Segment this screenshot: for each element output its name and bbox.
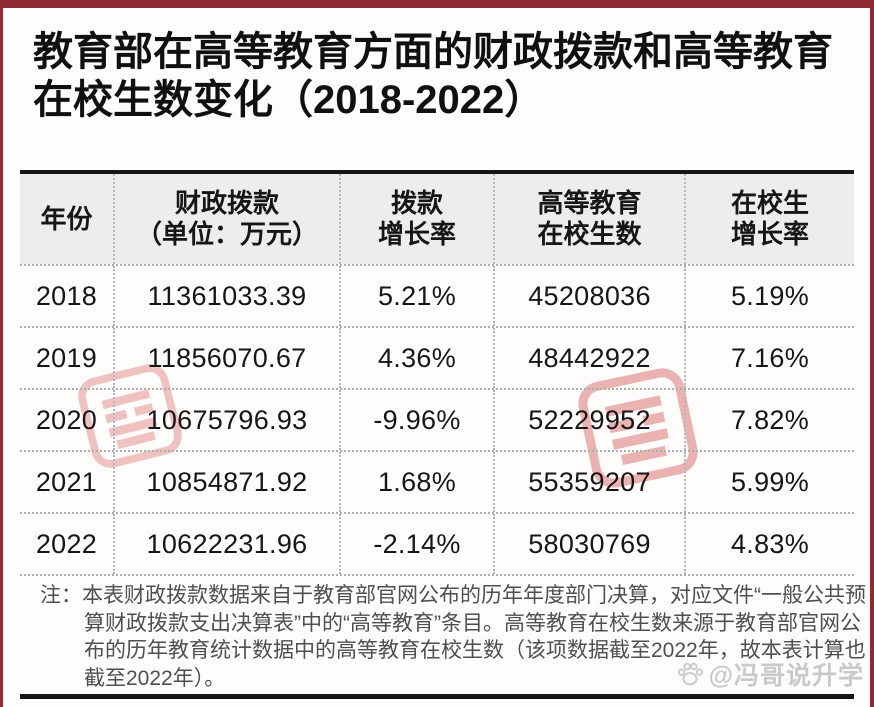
cell-value: 5.19%	[684, 266, 854, 326]
cell-value: 1.68%	[339, 452, 493, 512]
column-header-appropriation-growth: 拨款 增长率	[339, 174, 493, 264]
cell-value: 45208036	[493, 266, 684, 326]
table-header-row: 年份 财政拨款 （单位：万元） 拨款 增长率 高等教育 在校生数 在校生 增长率	[20, 174, 854, 264]
cell-value: -9.96%	[339, 390, 493, 450]
cell-year: 2020	[35, 404, 98, 435]
table-row: 2022 10622231.96 -2.14% 58030769 4.83%	[20, 512, 854, 574]
cell-value: -2.14%	[339, 514, 493, 574]
cell-value: 4.36%	[339, 328, 493, 388]
cell-value: 11361033.39	[113, 266, 339, 326]
cell-value: 10854871.92	[113, 452, 339, 512]
cell-value: 5.99%	[684, 452, 854, 512]
red-seal-stamp-icon	[572, 362, 705, 495]
footnote: 注：本表财政拨款数据来自于教育部官网公布的历年年度部门决算，对应文件“一般公共预…	[40, 584, 866, 690]
cell-year: 2018	[35, 280, 98, 311]
frame-border-left	[0, 0, 3, 707]
cell-year: 2019	[35, 342, 98, 373]
cell-year: 2021	[35, 466, 98, 497]
cell-value: 55359207	[493, 452, 684, 512]
column-header-year: 年份	[40, 203, 93, 234]
cell-value: 10675796.93	[113, 390, 339, 450]
table-row: 2019 11856070.67 4.36% 48442922 7.16%	[20, 326, 854, 388]
cell-value: 7.16%	[684, 328, 854, 388]
cell-value: 5.21%	[339, 266, 493, 326]
table-row: 2020 10675796.93 -9.96% 52229952 7.82%	[20, 388, 854, 450]
cell-year: 2022	[35, 528, 98, 559]
table-row: 2018 11361033.39 5.21% 45208036 5.19%	[20, 264, 854, 326]
red-seal-stamp-icon	[72, 358, 188, 474]
cell-value: 48442922	[493, 328, 684, 388]
paw-icon	[677, 662, 703, 686]
column-header-appropriation: 财政拨款 （单位：万元）	[113, 174, 339, 264]
author-handle: @冯哥说升学	[708, 662, 864, 690]
column-header-enrollment-growth: 在校生 增长率	[684, 174, 854, 264]
cell-value: 10622231.96	[113, 514, 339, 574]
column-header-enrollment: 高等教育 在校生数	[493, 174, 684, 264]
table-row: 2021 10854871.92 1.68% 55359207 5.99%	[20, 450, 854, 512]
page-title: 教育部在高等教育方面的财政拨款和高等教育在校生数变化（2018-2022）	[33, 30, 833, 122]
frame-border-top	[0, 0, 874, 8]
author-watermark: @冯哥说升学	[675, 656, 864, 692]
cell-value: 11856070.67	[113, 328, 339, 388]
cell-value: 7.82%	[684, 390, 854, 450]
cell-value: 52229952	[493, 390, 684, 450]
frame-border-right	[870, 0, 874, 707]
data-table: 年份 财政拨款 （单位：万元） 拨款 增长率 高等教育 在校生数 在校生 增长率…	[20, 170, 854, 576]
bottom-divider	[20, 694, 854, 699]
cell-value: 4.83%	[684, 514, 854, 574]
cell-value: 58030769	[493, 514, 684, 574]
